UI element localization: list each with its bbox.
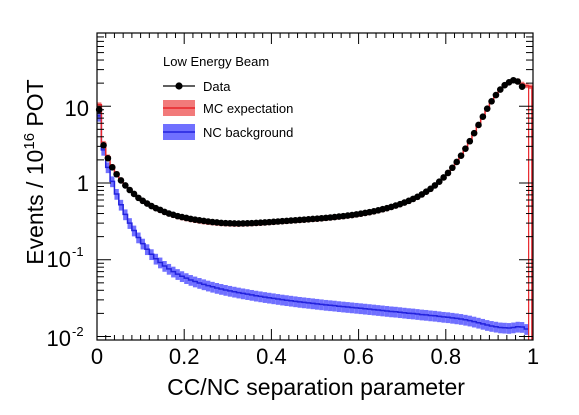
data-point-83 (457, 152, 465, 159)
data-point-96 (514, 78, 522, 85)
data-point-6 (122, 182, 129, 189)
data-point-84 (462, 145, 469, 152)
data-point-1 (100, 141, 107, 149)
data-point-77 (431, 182, 439, 189)
data-point-86 (470, 129, 478, 137)
y-tick-label-10: 10 (65, 96, 89, 121)
y-axis-title: Events / 1016 POT (21, 79, 48, 264)
y-axis-ticks (97, 32, 533, 341)
data-point-90 (488, 97, 495, 105)
y-tick-label-0-01-exponent: -2 (72, 324, 84, 339)
data-point-87 (475, 121, 482, 129)
x-tick-label-0-8: 0.8 (431, 344, 462, 369)
legend-data-label: Data (203, 79, 231, 94)
y-tick-label-1: 1 (77, 171, 89, 196)
data-point-3 (108, 164, 116, 171)
data-point-97 (518, 83, 526, 90)
y-tick-label-0-1: 10 (47, 247, 71, 272)
data-point-4 (113, 170, 120, 178)
data-point-82 (453, 158, 461, 166)
x-tick-label-0-2: 0.2 (169, 344, 200, 369)
y-tick-label-0-01-base: 10 (47, 326, 71, 351)
y-axis-title-tail: POT (22, 79, 48, 133)
data-point-92 (497, 86, 504, 93)
legend: Low Energy Beam Data MC expectation NC b… (163, 54, 293, 140)
y-tick-label-0-01: 10 (47, 326, 71, 351)
y-axis-title-main: Events / 10 (22, 150, 48, 265)
data-point-85 (466, 137, 474, 145)
data-point-8 (130, 190, 138, 198)
y-tick-label-0-1-base: 10 (47, 247, 71, 272)
data-point-79 (440, 174, 447, 181)
x-tick-label-0-4: 0.4 (256, 344, 287, 369)
legend-data-marker (175, 82, 183, 90)
data-point-91 (492, 91, 500, 99)
x-tick-label-0: 0 (91, 344, 103, 369)
data-point-7 (126, 186, 133, 194)
legend-nc-label: NC background (203, 125, 293, 140)
nc-line-path (97, 115, 529, 330)
data-point-89 (483, 105, 491, 112)
data-point-81 (449, 164, 456, 172)
nc-background-line (97, 115, 529, 330)
y-axis-title-exponent: 16 (21, 133, 38, 150)
data-point-78 (435, 178, 443, 185)
x-axis-title: CC/NC separation parameter (167, 374, 465, 400)
data-points (95, 76, 526, 227)
x-tick-label-1: 1 (527, 344, 539, 369)
data-point-88 (479, 113, 487, 121)
legend-header: Low Energy Beam (163, 54, 269, 69)
y-tick-label-0-1-exponent: -1 (72, 244, 84, 259)
data-point-2 (104, 154, 112, 162)
data-point-80 (444, 169, 452, 177)
x-tick-label-0-6: 0.6 (343, 344, 374, 369)
legend-mc-label: MC expectation (203, 101, 293, 116)
data-point-5 (117, 177, 125, 184)
x-axis-ticks (96, 33, 534, 340)
